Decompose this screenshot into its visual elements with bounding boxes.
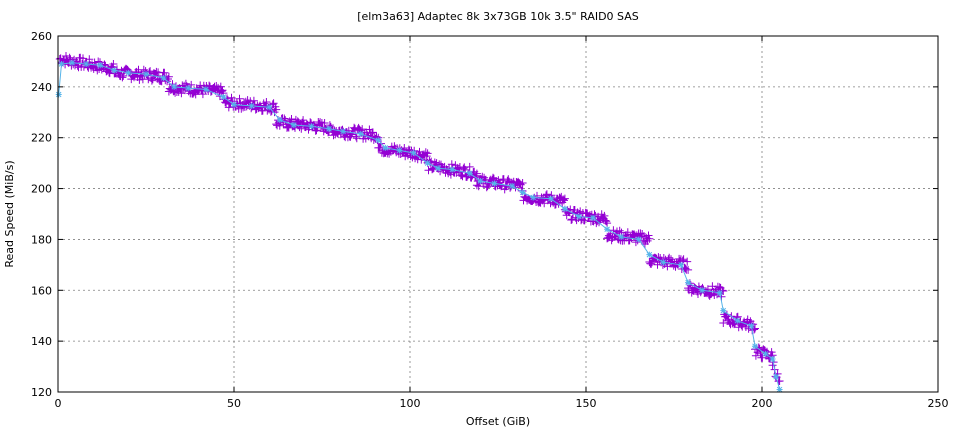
star-marker: [530, 194, 537, 201]
y-axis-label: Read Speed (MiB/s): [3, 160, 16, 267]
y-tick-label: 180: [31, 233, 52, 246]
star-marker: [509, 183, 516, 190]
star-marker: [776, 386, 783, 393]
star-marker: [97, 62, 104, 69]
star-marker: [519, 189, 526, 196]
star-marker: [171, 83, 178, 90]
star-marker: [734, 317, 741, 324]
star-marker: [266, 104, 273, 111]
star-marker: [69, 59, 76, 66]
star-marker: [220, 94, 227, 101]
y-tick-label: 240: [31, 81, 52, 94]
star-marker: [290, 122, 297, 128]
x-tick-label: 250: [928, 397, 949, 410]
star-marker: [618, 233, 625, 240]
y-tick-label: 200: [31, 183, 52, 196]
series-star-markers: [55, 59, 783, 393]
x-tick-label: 50: [227, 397, 241, 410]
y-tick-label: 260: [31, 30, 52, 43]
star-marker: [547, 195, 554, 202]
star-marker: [491, 180, 498, 187]
star-marker: [231, 101, 237, 108]
star-marker: [773, 373, 780, 380]
star-marker: [685, 279, 692, 286]
star-marker: [646, 251, 653, 258]
star-marker: [83, 60, 90, 67]
star-marker: [716, 289, 723, 296]
plus-marker-cloud: [55, 52, 784, 386]
x-tick-label: 200: [752, 397, 773, 410]
star-marker: [449, 166, 456, 173]
star-marker: [143, 71, 149, 78]
star-marker: [276, 116, 283, 123]
x-tick-label: 150: [576, 397, 597, 410]
x-tick-label: 100: [400, 397, 421, 410]
star-marker: [382, 144, 389, 151]
y-tick-label: 220: [31, 132, 52, 145]
star-marker: [720, 307, 727, 314]
star-marker: [635, 236, 642, 243]
star-marker: [326, 125, 333, 132]
star-marker: [396, 147, 403, 154]
star-marker: [58, 60, 65, 67]
tick-layer: 0 50 100 150 200 250 120 140 160 180 200 220 240 260: [31, 30, 949, 410]
star-marker: [308, 123, 315, 130]
star-marker: [466, 170, 473, 177]
star-marker: [111, 67, 118, 74]
series-plus-markers: [55, 52, 784, 386]
star-marker: [660, 259, 667, 266]
star-marker: [699, 287, 706, 294]
chart-title: [elm3a63] Adaptec 8k 3x73GB 10k 3.5" RAI…: [357, 10, 639, 23]
star-marker: [202, 86, 209, 93]
star-marker: [125, 69, 132, 76]
star-marker: [185, 85, 192, 92]
y-tick-label: 160: [31, 284, 52, 297]
star-marker: [575, 213, 582, 220]
star-marker: [340, 128, 347, 135]
star-marker: [248, 102, 255, 109]
x-tick-label: 0: [55, 397, 62, 410]
star-marker: [561, 205, 568, 212]
star-marker: [748, 322, 755, 329]
star-marker: [375, 137, 382, 144]
y-tick-label: 140: [31, 335, 52, 348]
star-marker: [424, 160, 431, 167]
y-tick-label: 120: [31, 386, 52, 399]
series-line: [58, 62, 781, 390]
star-marker: [751, 343, 758, 350]
star-marker: [590, 214, 597, 221]
star-marker: [604, 226, 611, 233]
star-marker: [477, 177, 484, 184]
x-axis-label: Offset (GiB): [466, 415, 530, 428]
star-marker: [357, 130, 364, 137]
plot-frame: [57, 35, 939, 393]
star-marker: [762, 350, 769, 357]
star-marker: [769, 355, 776, 362]
star-marker: [55, 91, 62, 98]
star-marker: [160, 74, 167, 81]
star-marker: [410, 149, 417, 156]
star-marker: [435, 165, 442, 172]
star-marker: [678, 261, 685, 268]
